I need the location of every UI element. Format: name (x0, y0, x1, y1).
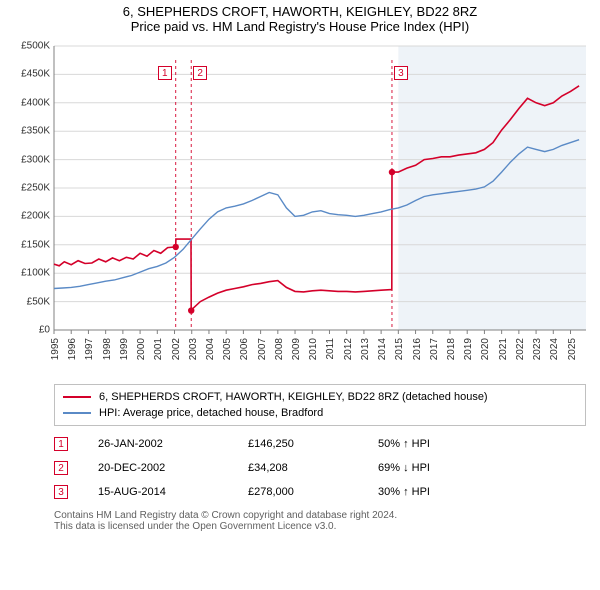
y-tick-label: £250K (6, 183, 50, 194)
event-row: 2 20-DEC-2002£34,20869% ↓ HPI (54, 456, 586, 480)
event-price: £34,208 (248, 462, 378, 474)
x-tick-label: 2006 (239, 338, 250, 360)
y-tick-label: £350K (6, 126, 50, 137)
event-date: 20-DEC-2002 (98, 462, 248, 474)
events-table: 1 26-JAN-2002£146,25050% ↑ HPI 2 20-DEC-200… (54, 432, 586, 504)
event-badge: 3 (394, 66, 408, 80)
event-date: 15-AUG-2014 (98, 486, 248, 498)
x-tick-label: 2014 (377, 338, 388, 360)
event-marker: 1 (54, 437, 68, 451)
y-tick-label: £500K (6, 41, 50, 52)
x-tick-label: 2003 (188, 338, 199, 360)
x-tick-label: 2005 (222, 338, 233, 360)
footer: Contains HM Land Registry data © Crown c… (54, 510, 586, 532)
legend-swatch (63, 396, 91, 398)
y-tick-label: £50K (6, 296, 50, 307)
footer-line1: Contains HM Land Registry data © Crown c… (54, 510, 586, 521)
y-tick-label: £150K (6, 239, 50, 250)
x-tick-label: 2002 (171, 338, 182, 360)
event-delta: 69% ↓ HPI (378, 462, 498, 474)
x-tick-label: 2012 (343, 338, 354, 360)
y-tick-label: £400K (6, 97, 50, 108)
legend-label: HPI: Average price, detached house, Brad… (99, 407, 323, 419)
event-price: £278,000 (248, 486, 378, 498)
x-tick-label: 2004 (205, 338, 216, 360)
x-tick-label: 1998 (102, 338, 113, 360)
event-delta: 30% ↑ HPI (378, 486, 498, 498)
y-tick-label: £100K (6, 268, 50, 279)
x-tick-label: 2009 (291, 338, 302, 360)
legend-row: 6, SHEPHERDS CROFT, HAWORTH, KEIGHLEY, B… (63, 389, 577, 405)
chart-title-line2: Price paid vs. HM Land Registry's House … (4, 19, 596, 34)
x-tick-label: 2011 (325, 338, 336, 360)
x-tick-label: 2008 (274, 338, 285, 360)
y-tick-label: £200K (6, 211, 50, 222)
x-tick-label: 1996 (67, 338, 78, 360)
x-tick-label: 2017 (429, 338, 440, 360)
x-tick-label: 2000 (136, 338, 147, 360)
y-tick-label: £0 (6, 325, 50, 336)
chart-title-block: 6, SHEPHERDS CROFT, HAWORTH, KEIGHLEY, B… (4, 4, 596, 34)
event-price: £146,250 (248, 438, 378, 450)
event-marker: 3 (54, 485, 68, 499)
x-tick-label: 2015 (394, 338, 405, 360)
event-row: 1 26-JAN-2002£146,25050% ↑ HPI (54, 432, 586, 456)
chart-area: £0 £50K £100K £150K £200K £250K £300K £350K £400… (4, 38, 594, 378)
chart-svg (4, 38, 594, 378)
x-tick-label: 1995 (50, 338, 61, 360)
x-tick-label: 2010 (308, 338, 319, 360)
x-tick-label: 2025 (567, 338, 578, 360)
x-tick-label: 2013 (360, 338, 371, 360)
x-tick-label: 1997 (84, 338, 95, 360)
y-tick-label: £300K (6, 154, 50, 165)
legend-swatch (63, 412, 91, 414)
x-tick-label: 2016 (412, 338, 423, 360)
x-tick-label: 2018 (446, 338, 457, 360)
y-tick-label: £450K (6, 69, 50, 80)
legend-label: 6, SHEPHERDS CROFT, HAWORTH, KEIGHLEY, B… (99, 391, 488, 403)
legend-row: HPI: Average price, detached house, Brad… (63, 405, 577, 421)
event-row: 3 15-AUG-2014£278,00030% ↑ HPI (54, 480, 586, 504)
x-tick-label: 2020 (480, 338, 491, 360)
legend: 6, SHEPHERDS CROFT, HAWORTH, KEIGHLEY, B… (54, 384, 586, 426)
x-tick-label: 2007 (257, 338, 268, 360)
x-tick-label: 2022 (515, 338, 526, 360)
x-tick-label: 2021 (498, 338, 509, 360)
event-delta: 50% ↑ HPI (378, 438, 498, 450)
event-marker: 2 (54, 461, 68, 475)
event-date: 26-JAN-2002 (98, 438, 248, 450)
x-tick-label: 2001 (153, 338, 164, 360)
event-badge: 1 (158, 66, 172, 80)
x-tick-label: 1999 (119, 338, 130, 360)
footer-line2: This data is licensed under the Open Gov… (54, 521, 586, 532)
chart-title-line1: 6, SHEPHERDS CROFT, HAWORTH, KEIGHLEY, B… (4, 4, 596, 19)
x-tick-label: 2019 (463, 338, 474, 360)
x-tick-label: 2024 (549, 338, 560, 360)
event-badge: 2 (193, 66, 207, 80)
x-tick-label: 2023 (532, 338, 543, 360)
